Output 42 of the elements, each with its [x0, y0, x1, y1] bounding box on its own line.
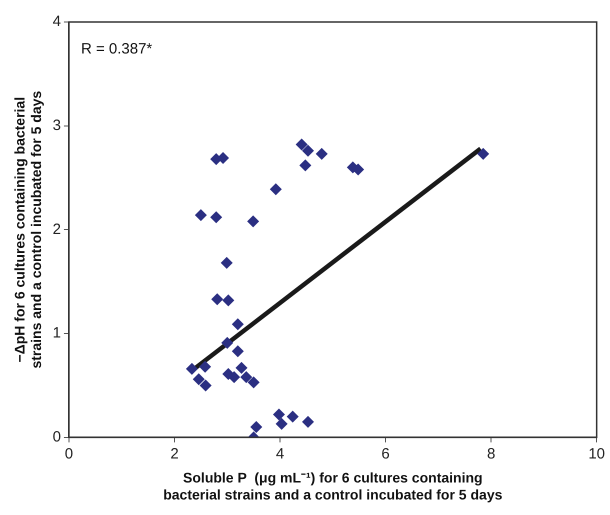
x-axis-title: Soluble P (μg mL⁻¹) for 6 cultures containing bacterial strains and a control incubated for 5 days	[163, 470, 503, 502]
point	[286, 410, 299, 423]
point	[299, 159, 312, 172]
point	[302, 416, 314, 428]
point	[210, 211, 222, 224]
point	[270, 183, 282, 196]
point	[220, 256, 233, 269]
point	[199, 360, 212, 373]
point	[248, 376, 260, 388]
y-tick-label: 0	[52, 428, 61, 446]
y-tick-label: 2	[52, 220, 61, 238]
point	[250, 421, 262, 434]
point	[240, 371, 252, 384]
point	[211, 293, 224, 306]
x-tick-label: 6	[381, 446, 390, 463]
x-tick-label: 2	[170, 446, 179, 463]
y-tick-label: 3	[52, 116, 61, 134]
point	[186, 362, 198, 375]
point	[194, 209, 207, 222]
y-axis-title: −ΔpH for 6 cultures containing bacterial strains and a control incubated for 5 days	[11, 90, 44, 369]
point	[221, 336, 234, 349]
y-tick-label: 1	[52, 324, 61, 342]
point	[477, 148, 490, 160]
point	[236, 362, 248, 374]
point	[302, 144, 314, 157]
point	[316, 148, 328, 160]
point	[232, 318, 244, 330]
point	[232, 345, 244, 358]
point	[228, 371, 240, 384]
point	[276, 418, 288, 430]
point	[192, 373, 205, 386]
point	[247, 215, 260, 228]
x-tick-label: 4	[276, 446, 284, 463]
point	[222, 294, 234, 306]
annotation: R = 0.387*	[80, 40, 152, 58]
x-tick-label: 8	[486, 446, 496, 463]
x-tick-label: 0	[64, 446, 74, 463]
point	[200, 379, 212, 392]
x-tick-label: 10	[588, 446, 605, 463]
y-tick-label: 4	[52, 13, 61, 30]
point	[272, 408, 285, 421]
point	[296, 138, 308, 151]
